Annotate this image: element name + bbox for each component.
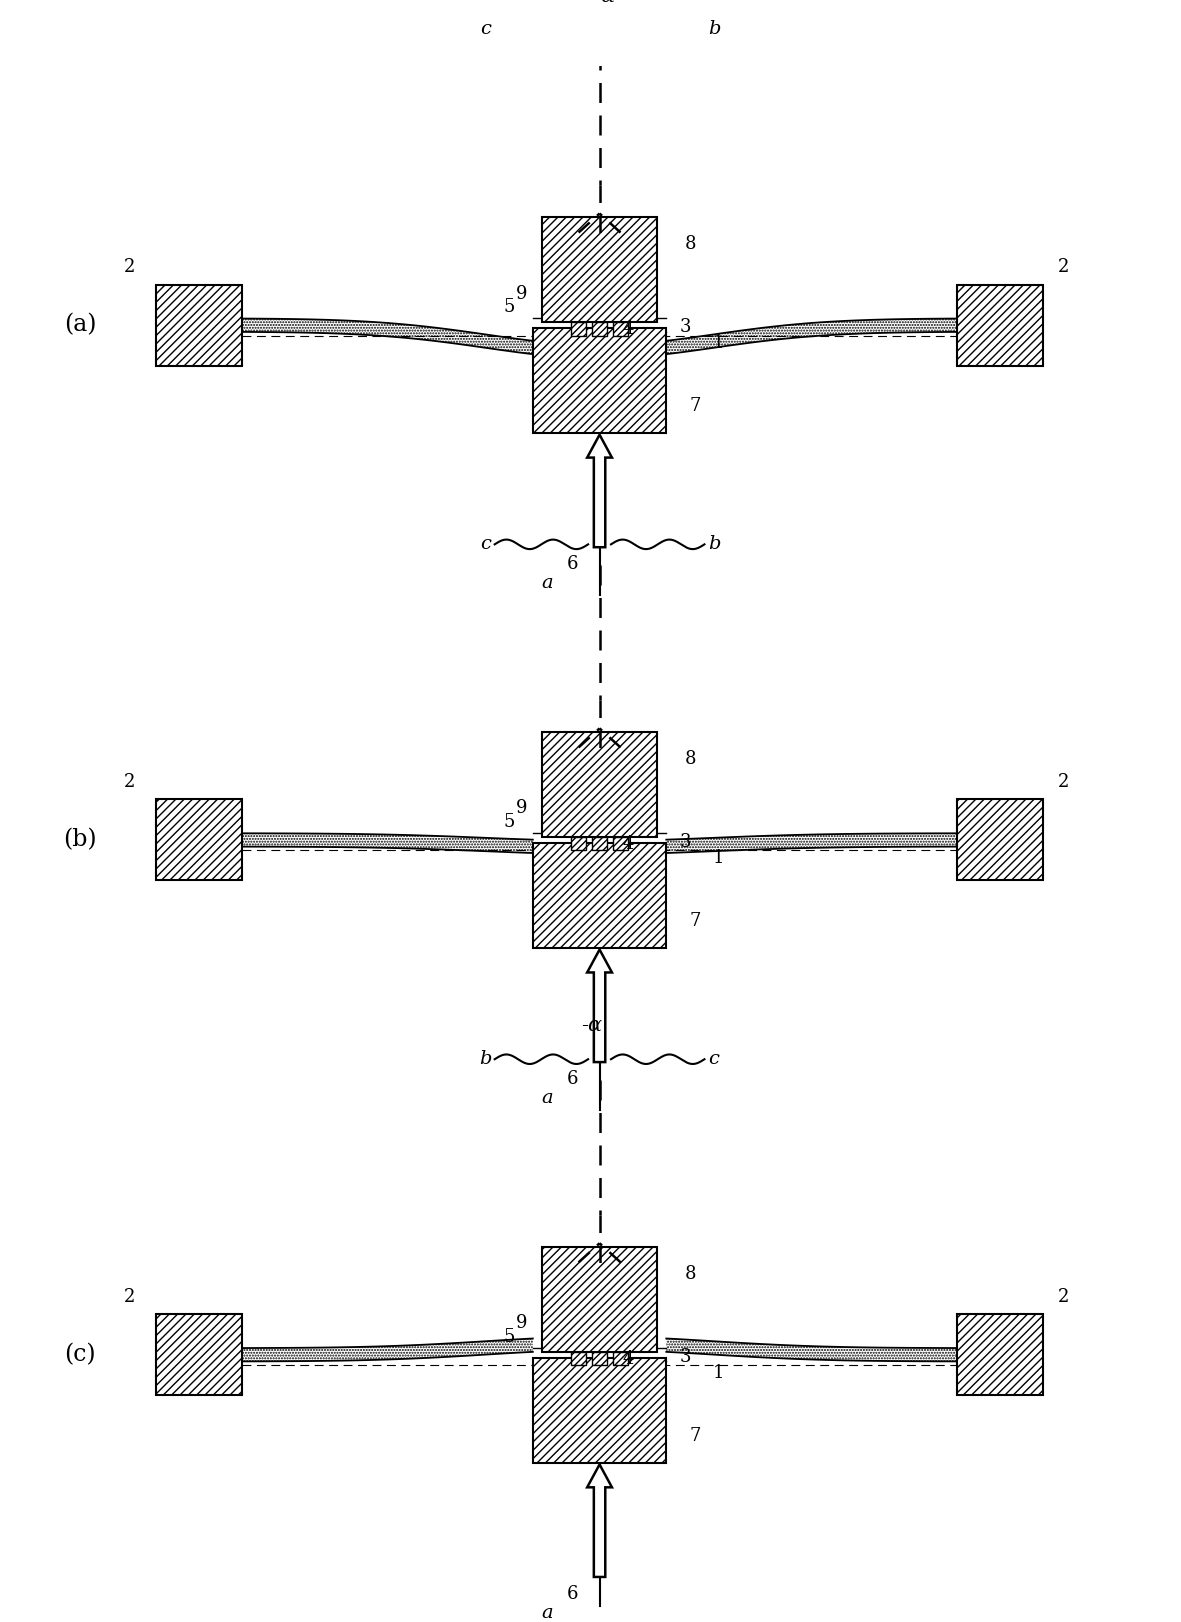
Bar bbox=[592, 323, 607, 336]
Text: 3: 3 bbox=[679, 832, 691, 852]
Text: α: α bbox=[600, 0, 614, 5]
Polygon shape bbox=[666, 834, 957, 853]
Bar bbox=[156, 1314, 242, 1395]
Text: (c): (c) bbox=[64, 1343, 96, 1366]
Text: c: c bbox=[479, 21, 490, 39]
Text: 9: 9 bbox=[516, 800, 527, 817]
Text: 2: 2 bbox=[1058, 1288, 1070, 1306]
Text: b: b bbox=[707, 21, 720, 39]
Text: 7: 7 bbox=[690, 912, 700, 929]
Text: 1: 1 bbox=[713, 1364, 724, 1382]
Bar bbox=[613, 1351, 628, 1366]
Text: 3: 3 bbox=[679, 1348, 691, 1366]
Bar bbox=[957, 800, 1043, 881]
Text: 8: 8 bbox=[684, 1265, 696, 1283]
Text: (b): (b) bbox=[63, 829, 97, 852]
Bar bbox=[533, 1358, 666, 1463]
Text: 7: 7 bbox=[690, 1427, 700, 1445]
Text: 7: 7 bbox=[690, 397, 700, 415]
Text: 9: 9 bbox=[516, 1314, 527, 1332]
Text: c: c bbox=[709, 1049, 719, 1069]
Text: 6: 6 bbox=[567, 1071, 579, 1088]
Bar bbox=[533, 843, 666, 947]
Text: c: c bbox=[479, 535, 490, 553]
Bar bbox=[542, 1247, 657, 1351]
Bar bbox=[570, 837, 586, 850]
Text: 9: 9 bbox=[516, 284, 527, 303]
Text: a: a bbox=[541, 1604, 553, 1622]
Text: 2: 2 bbox=[124, 774, 135, 792]
Text: -α: -α bbox=[581, 1017, 602, 1035]
Text: (a): (a) bbox=[64, 313, 96, 336]
Polygon shape bbox=[666, 318, 957, 354]
Text: 8: 8 bbox=[684, 749, 696, 767]
Text: a: a bbox=[541, 1090, 553, 1108]
Text: 1: 1 bbox=[713, 334, 724, 352]
Bar bbox=[957, 1314, 1043, 1395]
Text: 2: 2 bbox=[1058, 774, 1070, 792]
Polygon shape bbox=[242, 834, 533, 853]
Polygon shape bbox=[242, 318, 533, 354]
Text: 4: 4 bbox=[622, 320, 634, 337]
Bar bbox=[613, 837, 628, 850]
Text: 5: 5 bbox=[503, 1328, 515, 1346]
Bar bbox=[613, 323, 628, 336]
Bar bbox=[957, 284, 1043, 365]
Polygon shape bbox=[587, 949, 612, 1062]
Polygon shape bbox=[242, 1338, 533, 1361]
Bar bbox=[156, 800, 242, 881]
Text: 2: 2 bbox=[1058, 258, 1070, 276]
Bar bbox=[542, 732, 657, 837]
Text: 2: 2 bbox=[124, 1288, 135, 1306]
Text: a: a bbox=[541, 574, 553, 592]
Polygon shape bbox=[666, 1338, 957, 1361]
Text: b: b bbox=[707, 535, 720, 553]
Bar bbox=[570, 1351, 586, 1366]
Bar bbox=[592, 837, 607, 850]
Text: 5: 5 bbox=[503, 298, 515, 316]
Text: b: b bbox=[478, 1049, 491, 1069]
Text: 8: 8 bbox=[684, 235, 696, 253]
Bar bbox=[542, 217, 657, 323]
Bar bbox=[570, 323, 586, 336]
Text: 3: 3 bbox=[679, 318, 691, 336]
Polygon shape bbox=[587, 1465, 612, 1577]
Text: 6: 6 bbox=[567, 555, 579, 573]
Polygon shape bbox=[587, 435, 612, 547]
Text: 5: 5 bbox=[503, 813, 515, 830]
Text: 1: 1 bbox=[713, 848, 724, 868]
Bar bbox=[156, 284, 242, 365]
Text: 6: 6 bbox=[567, 1585, 579, 1603]
Bar bbox=[533, 328, 666, 433]
Bar bbox=[592, 1351, 607, 1366]
Text: 4: 4 bbox=[622, 835, 634, 853]
Text: 2: 2 bbox=[124, 258, 135, 276]
Text: 4: 4 bbox=[622, 1350, 634, 1367]
